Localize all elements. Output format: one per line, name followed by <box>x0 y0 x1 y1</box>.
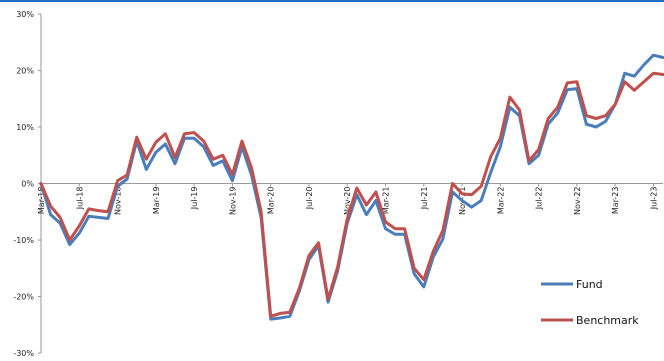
y-tick-label: 10% <box>16 123 34 132</box>
legend: Fund Benchmark <box>541 278 639 327</box>
x-tick-label: Jul-23 <box>649 187 658 211</box>
x-tick-label: Jul-22 <box>535 187 544 211</box>
series-lines <box>39 53 664 321</box>
x-tick-label: Mar-22 <box>496 187 505 215</box>
y-tick-label: -30% <box>13 349 34 358</box>
x-tick-label: Jul-20 <box>305 187 314 211</box>
y-tick-label: 30% <box>16 10 34 19</box>
legend-label: Fund <box>576 278 603 291</box>
x-tick-label: Nov-20 <box>343 187 352 215</box>
x-tick-label: Nov-22 <box>573 187 582 215</box>
y-tick-label: -20% <box>13 293 34 302</box>
x-tick-label: Nov-19 <box>228 187 237 215</box>
x-tick-label: Jul-21 <box>420 187 429 211</box>
series-line-fund <box>39 53 664 321</box>
x-tick-label: Jul-19 <box>190 187 199 211</box>
x-tick-label: Mar-23 <box>611 187 620 215</box>
y-tick-label: 20% <box>16 67 34 76</box>
series-line-benchmark <box>39 71 664 318</box>
x-tick-label: Mar-19 <box>152 187 161 215</box>
y-axis: 30% 20% 10% 0% -10% -20% -30% <box>13 10 42 358</box>
x-tick-label: Mar-21 <box>381 187 390 215</box>
x-tick-label: Nov-18 <box>114 187 123 215</box>
x-tick-label: Jul-18 <box>75 187 84 211</box>
top-border-rule <box>0 0 664 2</box>
x-tick-label: Mar-18 <box>37 187 46 215</box>
y-tick-label: 0% <box>21 180 34 189</box>
y-tick-label: -10% <box>13 236 34 245</box>
legend-label: Benchmark <box>576 314 639 327</box>
x-tick-label: Mar-20 <box>267 187 276 215</box>
